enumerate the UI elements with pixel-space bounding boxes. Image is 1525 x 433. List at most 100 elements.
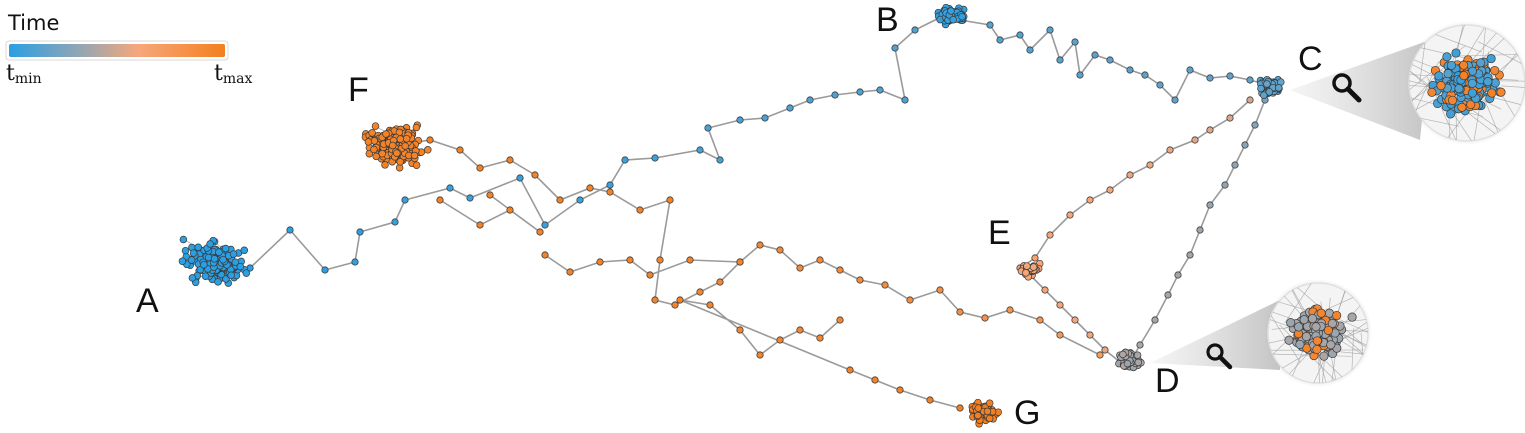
trajectory-node [656,256,664,264]
trajectory-node [836,266,844,274]
trajectory-node [806,96,814,104]
trajectory-node [856,88,864,96]
trajectory-node [1091,51,1099,59]
trajectory-node [356,228,364,236]
cluster-node [189,249,198,257]
lens-node [1299,315,1309,325]
trajectory-node [956,404,964,412]
trajectory-node [626,256,634,264]
cluster-node [382,130,390,138]
trajectory-node [1186,251,1194,259]
lens-node [1434,71,1444,81]
trajectory-node [1246,76,1254,84]
cluster-node [219,255,227,264]
lens-edge [1289,352,1310,375]
trajectory-node [391,218,399,226]
trajectory-node [541,251,549,259]
trajectory-node [704,124,712,132]
trajectory-node [1046,231,1054,239]
lens-edge [1419,42,1426,84]
cluster-node [1134,358,1143,367]
cluster-node [1119,350,1127,359]
cluster-node [412,123,421,132]
trajectory-node [636,206,644,214]
trajectory-nodes [246,11,1272,412]
cluster-label-b: B [876,1,899,39]
trajectory-node [716,156,724,164]
cluster-node [1123,359,1132,368]
cluster-node [206,240,214,248]
cluster-node [201,272,210,280]
cluster-label-c: C [1298,40,1323,78]
lens-node [1476,58,1486,68]
cluster-node [401,142,409,150]
cluster-label-e: E [988,214,1011,252]
trajectory-node [506,206,514,214]
cluster-node [388,141,397,150]
trajectory-node [436,196,444,204]
trajectory-edge [959,19,1269,102]
lens-edge [1501,85,1525,88]
cluster-node [412,161,421,169]
trajectory-node [816,334,824,342]
trajectory-node [1101,346,1109,354]
trajectory-edges [249,14,1269,409]
trajectory-node [1071,316,1079,324]
cluster-node [1257,84,1265,93]
trajectory-node [1221,181,1229,189]
cluster-node [194,243,202,252]
trajectory-node [1046,26,1054,34]
trajectory-node [1246,96,1254,104]
trajectory-node [651,296,659,304]
cluster-node [364,138,373,146]
cluster-node [215,248,223,256]
trajectory-node [676,296,684,304]
cluster-label-f: F [348,71,369,109]
cluster-node [368,129,376,137]
cluster-node [372,152,380,161]
cluster-node [229,250,238,258]
lens-node [1459,60,1469,70]
trajectory-node [706,301,714,309]
lens-edge [1284,283,1312,324]
trajectory-node [696,146,704,154]
cluster-node [985,414,994,423]
cluster-node [200,260,208,269]
lens-node [1286,318,1296,328]
cluster-b [934,3,968,29]
lens-node [1427,87,1437,97]
cluster-label-d: D [1155,362,1180,400]
lens-node [1442,52,1452,62]
lens-node [1316,308,1326,318]
trajectory-node [1041,286,1049,294]
trajectory-node [566,268,574,276]
cluster-node [236,262,245,271]
lens-d-nodes [1268,283,1368,383]
trajectory-node [1076,71,1084,79]
trajectory-node [1186,66,1194,74]
legend-gradient-bar [9,44,225,57]
trajectory-node [986,21,994,29]
cluster-e [1017,259,1044,281]
lens-node [1327,318,1337,329]
state-clusters [178,3,1285,428]
lens-node [1319,351,1329,361]
trajectory-node [736,326,744,334]
lens-node [1436,81,1446,91]
cluster-f [361,121,432,172]
cluster-node [1274,84,1283,92]
trajectory-node [871,376,879,384]
trajectory-node [1156,81,1164,89]
trajectory-node [576,196,584,204]
trajectory-node [1086,331,1094,339]
trajectory-node [531,171,539,179]
lens-node [1490,65,1500,76]
trajectory-node [476,221,484,229]
cluster-node [974,404,983,412]
trajectory-node [466,194,474,202]
lens-node [1466,99,1476,110]
trajectory-node [426,136,434,144]
cluster-node [178,257,187,265]
cluster-node [381,161,389,169]
trajectory-node [786,104,794,112]
